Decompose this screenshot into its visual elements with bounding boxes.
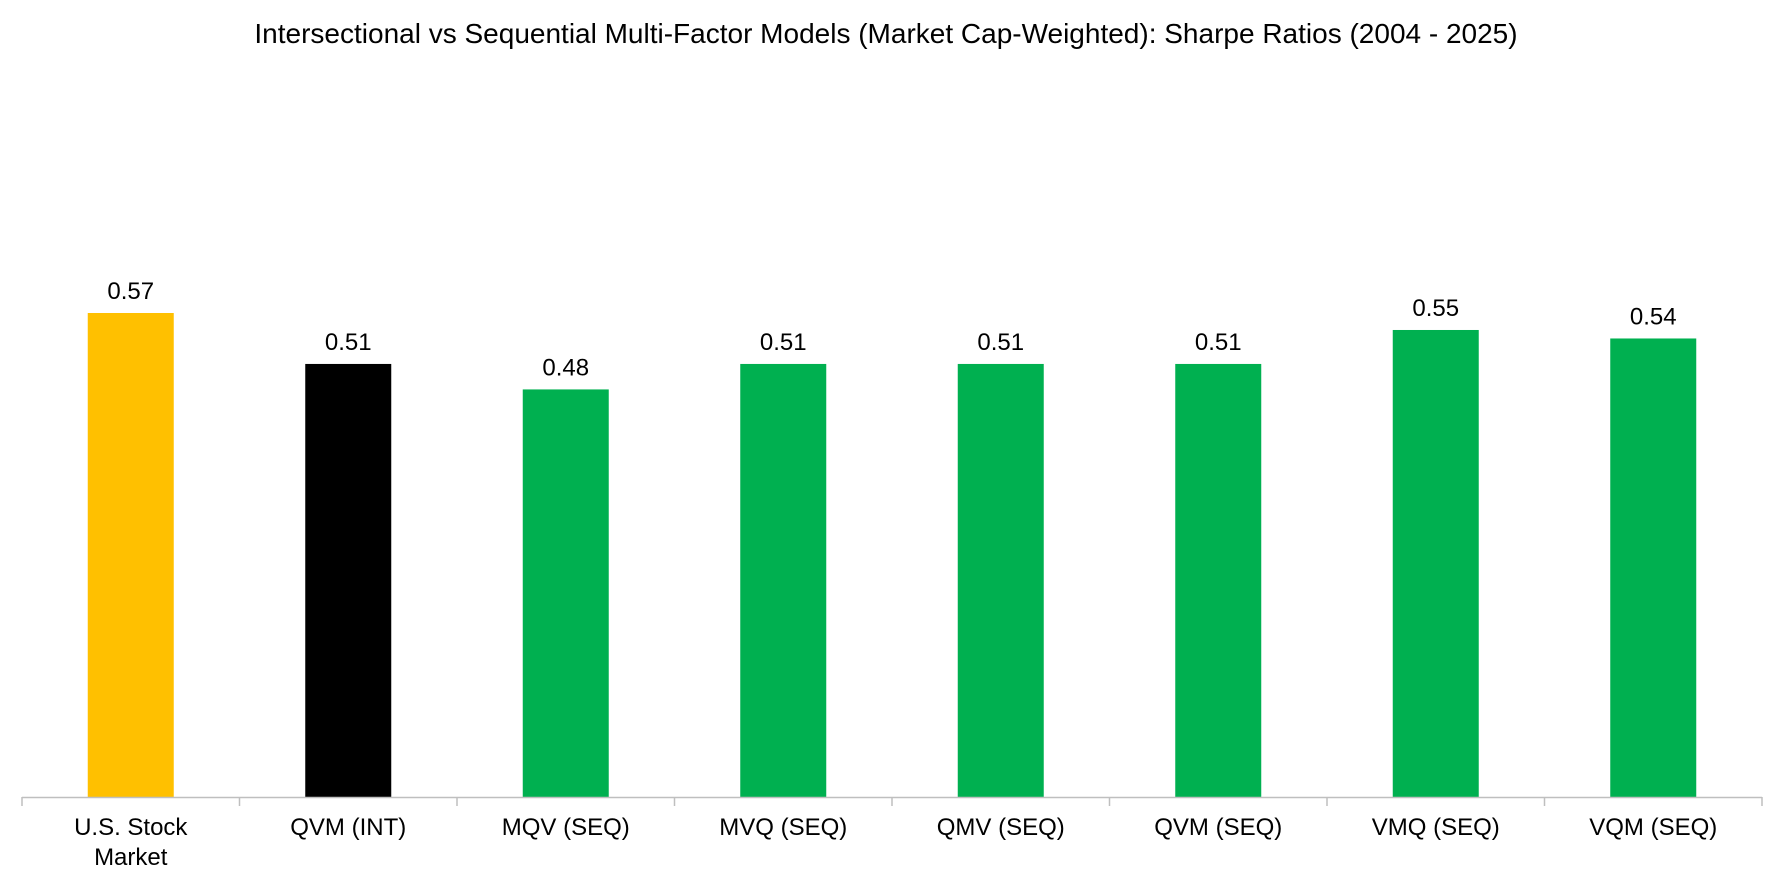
category-label-4: MVQ (SEQ) — [719, 814, 847, 841]
bar-8 — [1610, 338, 1697, 797]
category-label-2: QVM (INT) — [290, 814, 406, 841]
bar-1 — [87, 313, 174, 797]
category-label-8: VQM (SEQ) — [1589, 814, 1717, 841]
category-label-1: U.S. Stock Market — [74, 814, 188, 871]
category-label-3: MQV (SEQ) — [502, 814, 630, 841]
value-labels-layer: 0.57 0.51 0.48 0.51 0.51 0.51 0.55 0.54 — [107, 278, 1676, 381]
bar-7 — [1392, 329, 1479, 797]
bars-layer — [87, 313, 1697, 797]
category-label-7: VMQ (SEQ) — [1372, 814, 1500, 841]
x-axis — [21, 796, 1763, 806]
value-label-8: 0.54 — [1630, 303, 1677, 330]
value-label-2: 0.51 — [325, 329, 372, 356]
value-label-6: 0.51 — [1195, 329, 1242, 356]
bar-2 — [305, 363, 392, 797]
value-label-7: 0.55 — [1412, 295, 1459, 322]
value-label-1: 0.57 — [107, 278, 154, 305]
category-label-6: QVM (SEQ) — [1154, 814, 1282, 841]
chart-title-text: Intersectional vs Sequential Multi-Facto… — [254, 18, 1518, 49]
category-labels-layer: U.S. Stock Market QVM (INT) MQV (SEQ) MVQ (S… — [74, 814, 1717, 871]
value-label-4: 0.51 — [760, 329, 807, 356]
category-label-5: QMV (SEQ) — [937, 814, 1065, 841]
bar-4 — [740, 363, 827, 797]
value-label-5: 0.51 — [977, 329, 1024, 356]
bar-3 — [522, 389, 609, 797]
bar-5 — [957, 363, 1044, 797]
bar-6 — [1175, 363, 1262, 797]
value-label-3: 0.48 — [542, 354, 589, 381]
chart-title: Intersectional vs Sequential Multi-Facto… — [0, 16, 1772, 52]
